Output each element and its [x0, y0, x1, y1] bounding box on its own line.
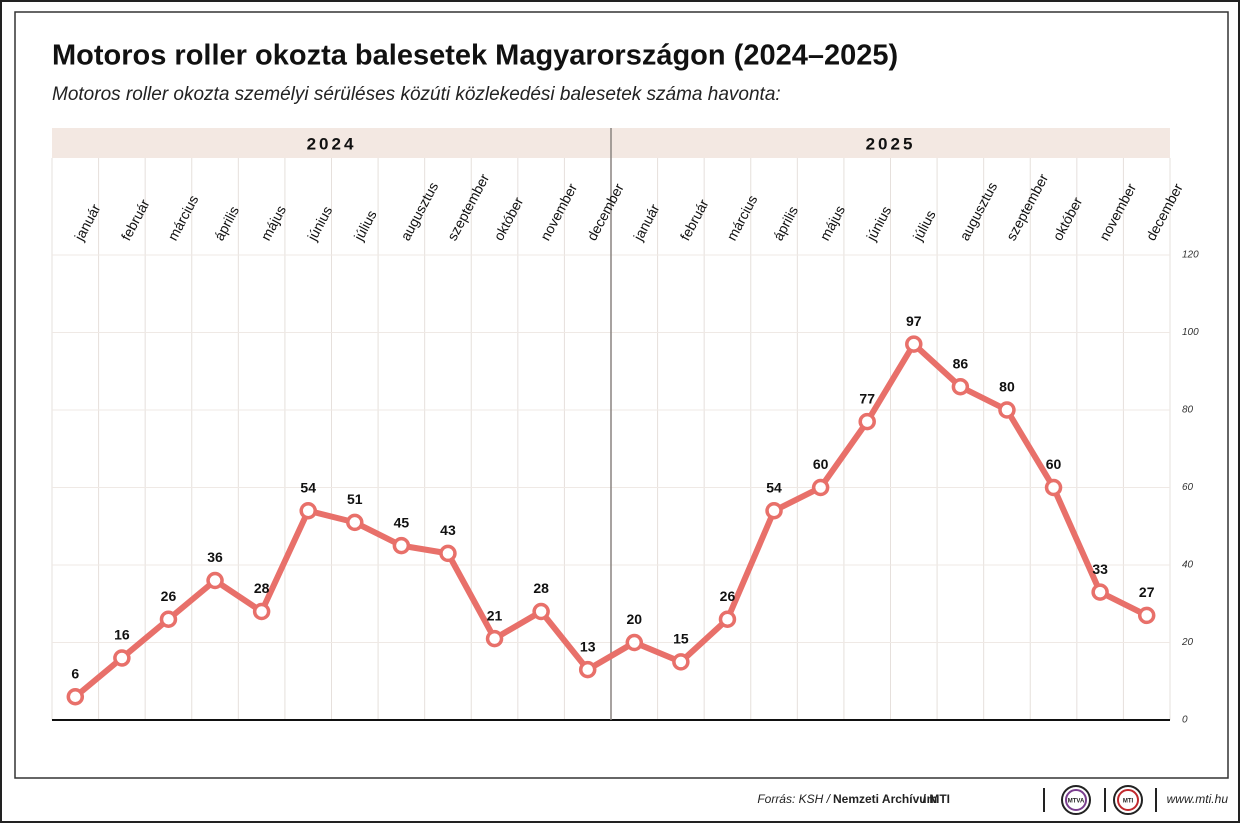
value-label: 60 — [813, 456, 829, 472]
value-label: 86 — [953, 355, 969, 371]
data-point — [206, 571, 224, 590]
data-point — [113, 649, 131, 667]
chart-subtitle: Motoros roller okozta személyi sérüléses… — [52, 84, 781, 105]
y-tick-label: 20 — [1181, 637, 1194, 648]
data-point — [1137, 606, 1156, 625]
data-point — [532, 602, 550, 621]
value-label: 16 — [114, 627, 130, 643]
y-tick-label: 80 — [1182, 405, 1194, 416]
data-point — [765, 502, 783, 520]
value-label: 51 — [347, 491, 363, 507]
value-label: 60 — [1046, 456, 1062, 472]
data-point — [718, 610, 737, 628]
logo-mti-text: MTI — [1123, 799, 1134, 805]
logo-ring — [1065, 789, 1087, 811]
value-label: 28 — [254, 580, 270, 596]
data-point — [998, 401, 1016, 419]
data-point — [858, 412, 876, 431]
data-point — [299, 502, 317, 520]
value-label: 54 — [766, 479, 782, 495]
value-label: 26 — [720, 588, 736, 604]
year-label: 2024 — [307, 134, 357, 153]
value-label: 27 — [1139, 584, 1155, 600]
footer-source: Forrás: KSH / — [757, 792, 831, 806]
value-label: 33 — [1092, 561, 1108, 577]
data-point — [439, 544, 457, 563]
data-point — [625, 633, 644, 652]
y-tick-label: 0 — [1182, 715, 1188, 726]
year-label: 2025 — [866, 134, 916, 153]
data-point — [905, 335, 923, 353]
y-tick-label: 60 — [1182, 482, 1194, 493]
data-point — [66, 688, 85, 706]
value-label: 28 — [533, 580, 549, 596]
value-label: 13 — [580, 638, 596, 654]
data-point — [346, 513, 364, 532]
logo-ring — [1117, 789, 1139, 811]
data-point — [392, 536, 411, 555]
value-label: 80 — [999, 379, 1015, 395]
value-label: 43 — [440, 522, 456, 538]
data-point — [578, 660, 597, 679]
logo-mtva-text: MTVA — [1068, 799, 1085, 805]
data-point — [951, 378, 970, 396]
value-label: 6 — [71, 665, 79, 681]
data-point — [159, 610, 178, 628]
data-point — [252, 602, 271, 621]
value-label: 45 — [394, 514, 410, 530]
footer-archive: Nemzeti Archívum — [833, 792, 937, 806]
y-tick-label: 100 — [1182, 327, 1199, 338]
value-label: 26 — [161, 588, 177, 604]
value-label: 20 — [627, 611, 643, 627]
data-point — [811, 478, 830, 497]
footer-agency: / MTI — [923, 792, 950, 806]
value-label: 54 — [300, 479, 316, 495]
value-label: 77 — [859, 390, 875, 406]
value-label: 21 — [487, 607, 503, 623]
value-label: 36 — [207, 549, 223, 565]
y-tick-label: 40 — [1182, 560, 1194, 571]
data-point — [485, 629, 504, 648]
data-point — [1091, 583, 1109, 601]
value-label: 97 — [906, 313, 922, 329]
data-point — [1044, 478, 1063, 497]
footer-url: www.mti.hu — [1167, 792, 1229, 806]
chart-title: Motoros roller okozta balesetek Magyaror… — [52, 40, 898, 72]
y-tick-label: 120 — [1182, 250, 1199, 261]
data-point — [672, 653, 690, 671]
value-label: 15 — [673, 631, 689, 647]
inner-frame — [14, 11, 1229, 779]
